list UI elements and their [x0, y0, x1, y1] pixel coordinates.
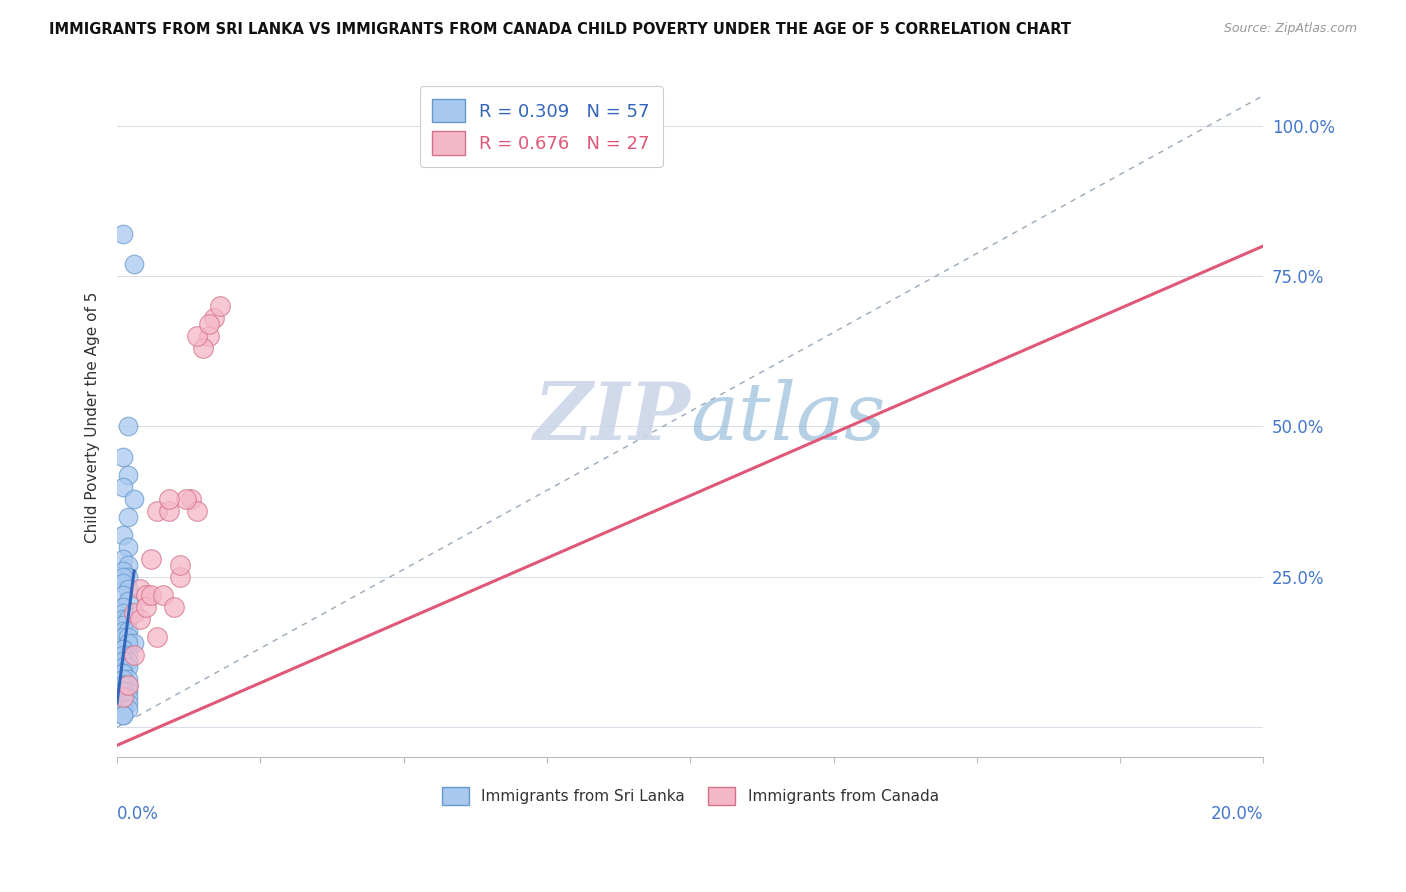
Point [135, 599, 157, 614]
Point [122, 648, 145, 662]
Point [122, 606, 145, 620]
Point [157, 504, 180, 518]
Point [117, 594, 139, 608]
Text: Source: ZipAtlas.com: Source: ZipAtlas.com [1223, 22, 1357, 36]
Point [117, 570, 139, 584]
Point [146, 630, 169, 644]
Point [117, 612, 139, 626]
Point [122, 257, 145, 271]
Point [111, 690, 134, 705]
Point [117, 678, 139, 692]
Point [111, 642, 134, 657]
Point [111, 708, 134, 723]
Point [111, 672, 134, 686]
Text: ZIP: ZIP [533, 379, 690, 456]
Point [117, 624, 139, 638]
Point [197, 329, 219, 343]
Point [111, 690, 134, 705]
Point [117, 509, 139, 524]
Point [111, 684, 134, 698]
Point [111, 642, 134, 657]
Point [111, 690, 134, 705]
Point [209, 299, 232, 313]
Point [117, 678, 139, 692]
Legend: Immigrants from Sri Lanka, Immigrants from Canada: Immigrants from Sri Lanka, Immigrants fr… [436, 781, 945, 811]
Point [111, 708, 134, 723]
Text: 20.0%: 20.0% [1211, 805, 1264, 823]
Point [111, 599, 134, 614]
Point [122, 491, 145, 506]
Point [169, 570, 191, 584]
Point [111, 654, 134, 668]
Point [111, 618, 134, 632]
Point [111, 528, 134, 542]
Point [163, 599, 186, 614]
Point [128, 612, 150, 626]
Point [117, 696, 139, 710]
Point [111, 624, 134, 638]
Point [157, 491, 180, 506]
Point [117, 648, 139, 662]
Point [111, 666, 134, 681]
Point [111, 612, 134, 626]
Point [117, 672, 139, 686]
Point [111, 702, 134, 716]
Point [186, 329, 208, 343]
Point [135, 588, 157, 602]
Y-axis label: Child Poverty Under the Age of 5: Child Poverty Under the Age of 5 [86, 292, 100, 543]
Point [111, 606, 134, 620]
Point [117, 582, 139, 596]
Point [141, 551, 163, 566]
Text: atlas: atlas [690, 379, 886, 456]
Point [197, 317, 219, 331]
Point [111, 684, 134, 698]
Point [174, 491, 197, 506]
Point [111, 480, 134, 494]
Point [169, 558, 191, 572]
Text: IMMIGRANTS FROM SRI LANKA VS IMMIGRANTS FROM CANADA CHILD POVERTY UNDER THE AGE : IMMIGRANTS FROM SRI LANKA VS IMMIGRANTS … [49, 22, 1071, 37]
Point [111, 564, 134, 578]
Point [111, 551, 134, 566]
Point [152, 588, 174, 602]
Point [111, 450, 134, 464]
Point [180, 491, 202, 506]
Point [117, 702, 139, 716]
Point [117, 636, 139, 650]
Point [117, 467, 139, 482]
Point [141, 588, 163, 602]
Point [117, 660, 139, 674]
Point [111, 575, 134, 590]
Point [111, 630, 134, 644]
Point [117, 654, 139, 668]
Point [117, 558, 139, 572]
Point [111, 696, 134, 710]
Point [191, 341, 214, 355]
Point [117, 630, 139, 644]
Point [111, 588, 134, 602]
Point [146, 504, 169, 518]
Text: 0.0%: 0.0% [117, 805, 159, 823]
Point [117, 690, 139, 705]
Point [111, 678, 134, 692]
Point [204, 311, 226, 326]
Point [111, 660, 134, 674]
Point [111, 648, 134, 662]
Point [117, 684, 139, 698]
Point [186, 504, 208, 518]
Point [111, 678, 134, 692]
Point [117, 419, 139, 434]
Point [111, 570, 134, 584]
Point [117, 540, 139, 554]
Point [111, 227, 134, 241]
Point [111, 666, 134, 681]
Point [128, 582, 150, 596]
Point [122, 636, 145, 650]
